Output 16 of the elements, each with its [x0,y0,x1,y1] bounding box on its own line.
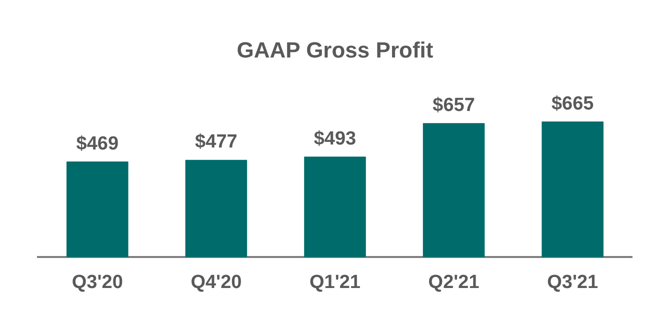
data-label: $477 [195,132,238,153]
x-tick-label: Q2'21 [428,272,480,293]
data-label: $469 [76,133,119,154]
x-tick-label: Q3'21 [547,272,599,293]
x-tick-label: Q1'21 [310,272,361,293]
x-tick-label: Q3'20 [72,272,123,293]
data-label: $665 [551,93,594,114]
bar [66,162,128,258]
data-label: $657 [432,94,475,116]
data-label: $493 [314,128,356,150]
chart-title: GAAP Gross Profit [236,37,434,62]
x-tick-label: Q4'20 [190,272,242,293]
bar [422,123,485,258]
bar [304,156,366,258]
bar [542,122,604,258]
bar [185,160,248,258]
